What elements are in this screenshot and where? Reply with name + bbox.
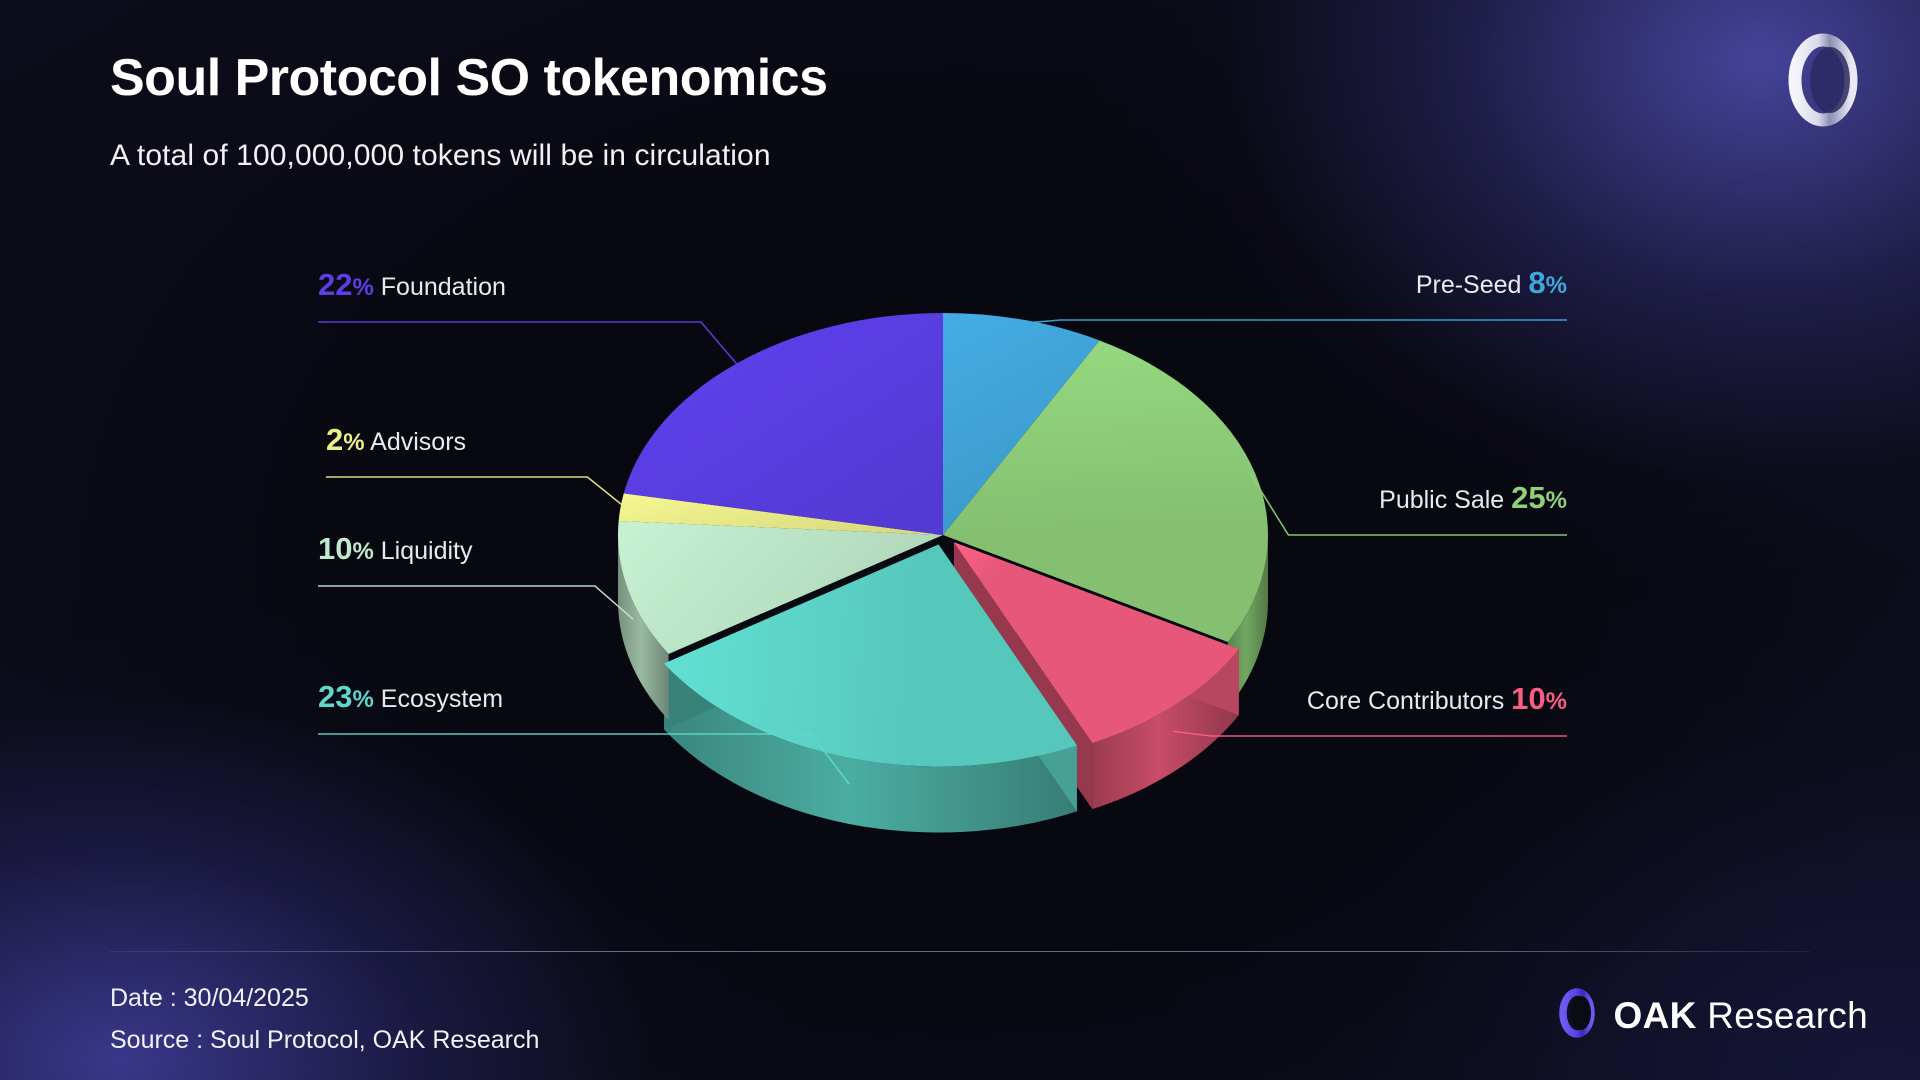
callout-label-liquidity: 10% Liquidity: [318, 533, 473, 564]
callout-pct-pre-seed: 8%: [1528, 265, 1567, 300]
callout-name-liquidity: Liquidity: [380, 537, 473, 565]
callout-name-core-contributors: Core Contributors: [1306, 687, 1505, 715]
callout-label-ecosystem: 23% Ecosystem: [318, 681, 503, 712]
callout-pct-core-contributors: 10%: [1511, 681, 1567, 716]
callout-pct-public-sale: 25%: [1511, 480, 1567, 515]
callout-pct-foundation: 22%: [318, 267, 374, 302]
oak-ring-icon: [1554, 986, 1600, 1045]
page-title: Soul Protocol SO tokenomics: [110, 49, 828, 107]
callout-name-foundation: Foundation: [380, 273, 506, 301]
callout-name-public-sale: Public Sale: [1379, 486, 1505, 514]
callout-pct-ecosystem: 23%: [318, 679, 374, 714]
brand-mark: OAK: [1613, 994, 1697, 1036]
callout-label-public-sale: Public Sale 25%: [1379, 482, 1567, 513]
callout-label-core-contributors: Core Contributors 10%: [1307, 683, 1567, 714]
oak-ring-icon: [1778, 30, 1868, 130]
callout-name-pre-seed: Pre-Seed: [1415, 271, 1522, 299]
callout-pct-liquidity: 10%: [318, 531, 374, 566]
footer-divider: [110, 951, 1810, 952]
callout-pct-advisors: 2%: [326, 422, 365, 457]
oak-research-brand: OAK Research: [1554, 986, 1868, 1045]
callout-label-advisors: 2% Advisors: [326, 424, 466, 455]
brand-text: OAK Research: [1614, 995, 1868, 1037]
callout-label-pre-seed: Pre-Seed 8%: [1416, 267, 1567, 298]
brand-name: Research: [1696, 994, 1868, 1036]
page-subtitle: A total of 100,000,000 tokens will be in…: [110, 139, 771, 172]
footer-source: Source : Soul Protocol, OAK Research: [110, 1026, 540, 1054]
callout-name-advisors: Advisors: [370, 428, 467, 456]
callout-label-foundation: 22% Foundation: [318, 269, 506, 300]
footer-date: Date : 30/04/2025: [110, 984, 309, 1012]
callout-name-ecosystem: Ecosystem: [380, 685, 504, 713]
